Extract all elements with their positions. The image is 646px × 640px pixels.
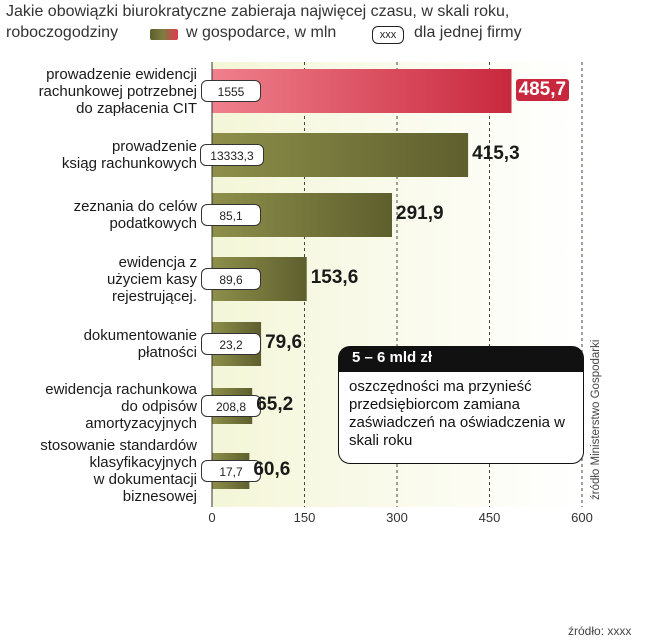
- bar-value-label: 79,6: [265, 332, 303, 353]
- x-tick-label: 0: [208, 510, 216, 525]
- legend-box-desc: dla jednej firmy: [414, 24, 522, 41]
- legend-swatch: [150, 29, 178, 40]
- per-firm-value: 208,8: [201, 395, 261, 417]
- bar-value-label: 415,3: [472, 143, 520, 164]
- source-vertical: źródło Ministerstwo Gospodarki: [590, 339, 602, 500]
- per-firm-value: 17,7: [201, 460, 261, 482]
- callout-body: oszczędności ma przynieść przedsiębiorco…: [338, 372, 584, 464]
- bar-value-label: 153,6: [310, 267, 359, 288]
- bar-value-label: 291,9: [396, 203, 444, 224]
- chart-title: Jakie obowiązki biurokratyczne zabieraja…: [6, 3, 510, 20]
- per-firm-value: 89,6: [201, 268, 261, 290]
- bar-value-label: 60,6: [253, 459, 291, 480]
- x-tick-label: 150: [293, 510, 316, 525]
- x-tick-label: 450: [478, 510, 501, 525]
- legend-box: xxx: [372, 26, 404, 44]
- per-firm-value: 23,2: [201, 333, 261, 355]
- category-label: dokumentowanie płatności: [83, 327, 197, 361]
- bar-value-label: 65,2: [256, 394, 294, 415]
- per-firm-value: 85,1: [201, 204, 261, 226]
- legend-series-label: w gospodarce, w mln: [186, 24, 337, 41]
- per-firm-value: 13333,3: [200, 144, 264, 166]
- x-tick-label: 600: [571, 510, 593, 525]
- source-bottom: źródło: xxxx: [568, 624, 632, 638]
- category-label: prowadzenie ewidencji rachunkowej potrzeb…: [38, 65, 197, 117]
- category-label: zeznania do celów podatkowych: [73, 198, 197, 232]
- callout-header: 5 – 6 mld zł: [338, 346, 584, 372]
- x-tick-label: 300: [386, 510, 408, 525]
- bar-value-label: 485,7: [515, 79, 570, 101]
- category-label: prowadzenie ksiąg rachunkowych: [61, 138, 197, 172]
- per-firm-value: 1555: [201, 80, 261, 102]
- category-label: ewidencja z użyciem kasy rejestrującej.: [106, 253, 197, 305]
- chart-subtitle: roboczogodziny: [6, 24, 119, 41]
- category-label: ewidencja rachunkowa do odpisów amortyzacy…: [45, 380, 197, 432]
- category-label: stosowanie standardów klasyfikacyjnych w d…: [40, 437, 197, 505]
- bar: [212, 69, 512, 113]
